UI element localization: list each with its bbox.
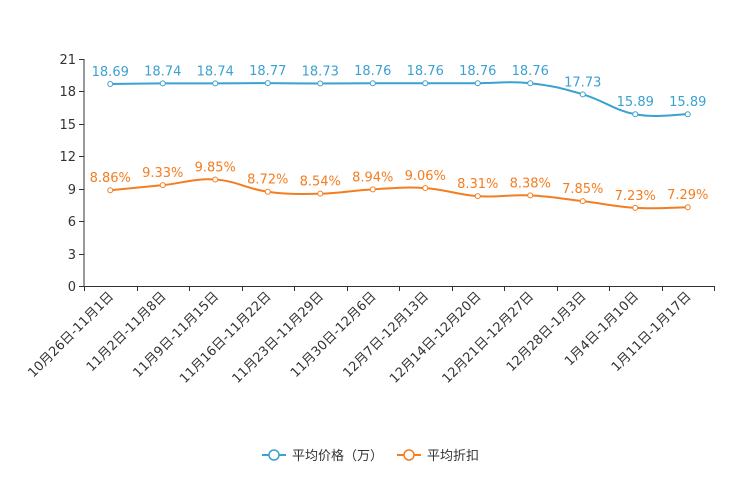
data-label: 18.76 bbox=[512, 64, 549, 79]
data-point bbox=[212, 80, 219, 87]
data-point bbox=[422, 80, 429, 87]
data-label: 18.69 bbox=[92, 65, 129, 80]
legend: 平均价格（万） 平均折扣 bbox=[262, 448, 479, 464]
data-point bbox=[422, 185, 429, 192]
data-label: 18.76 bbox=[354, 64, 391, 79]
data-label: 7.85% bbox=[562, 182, 603, 197]
data-point bbox=[579, 198, 586, 205]
y-tick-label: 0 bbox=[68, 280, 76, 295]
data-point bbox=[317, 190, 324, 197]
data-label: 8.38% bbox=[510, 176, 551, 191]
data-label: 7.29% bbox=[667, 188, 708, 203]
x-tick-label: 12月14日-12月20日 bbox=[387, 289, 484, 386]
x-tick-label: 11月23日-11月29日 bbox=[230, 289, 327, 386]
data-label: 8.94% bbox=[352, 170, 393, 185]
data-label: 8.86% bbox=[90, 171, 131, 186]
data-label: 7.23% bbox=[615, 189, 656, 204]
x-tick-label: 10月26日-11月1日 bbox=[25, 289, 117, 381]
data-label: 8.31% bbox=[457, 177, 498, 192]
data-point bbox=[107, 80, 114, 87]
data-label: 9.85% bbox=[195, 161, 236, 176]
legend-marker-0 bbox=[268, 449, 280, 461]
data-point bbox=[579, 91, 586, 98]
data-point bbox=[264, 188, 271, 195]
data-point bbox=[684, 204, 691, 211]
data-point bbox=[684, 111, 691, 118]
data-point bbox=[212, 176, 219, 183]
data-point bbox=[264, 80, 271, 87]
data-label: 15.89 bbox=[669, 95, 706, 110]
data-label: 18.76 bbox=[459, 64, 496, 79]
data-label: 15.89 bbox=[617, 95, 654, 110]
series-line-1 bbox=[110, 178, 688, 210]
data-point bbox=[474, 193, 481, 200]
data-point bbox=[527, 192, 534, 199]
x-tick-label: 12月21日-12月27日 bbox=[440, 289, 537, 386]
data-point bbox=[474, 80, 481, 87]
data-label: 18.74 bbox=[197, 64, 234, 79]
data-point bbox=[369, 186, 376, 193]
data-point bbox=[632, 204, 639, 211]
data-point bbox=[632, 111, 639, 118]
y-tick-label: 6 bbox=[68, 215, 76, 230]
y-tick-label: 3 bbox=[68, 248, 76, 263]
data-point bbox=[159, 182, 166, 189]
data-label: 18.74 bbox=[144, 64, 181, 79]
y-tick-label: 18 bbox=[59, 85, 76, 100]
data-point bbox=[369, 80, 376, 87]
data-label: 9.33% bbox=[142, 166, 183, 181]
data-label: 8.54% bbox=[300, 175, 341, 190]
legend-marker-1 bbox=[403, 449, 415, 461]
data-point bbox=[107, 187, 114, 194]
y-tick-label: 12 bbox=[59, 150, 76, 165]
x-tick-label: 11月16日-11月22日 bbox=[177, 289, 274, 386]
series-line-0 bbox=[110, 81, 688, 117]
data-label: 17.73 bbox=[564, 75, 601, 90]
axes: 03691215182110月26日-11月1日11月2日-11月8日11月9日… bbox=[25, 53, 715, 387]
data-label: 9.06% bbox=[405, 169, 446, 184]
legend-label-0: 平均价格（万） bbox=[292, 448, 383, 464]
data-labels: 18.69 18.74 18.74 18.77 18.73 18.76 18.76 18.76… bbox=[90, 64, 709, 204]
data-label: 18.76 bbox=[407, 64, 444, 79]
data-point bbox=[159, 80, 166, 87]
data-point bbox=[527, 80, 534, 87]
y-tick-label: 15 bbox=[59, 118, 76, 133]
data-point bbox=[317, 80, 324, 87]
y-tick-label: 9 bbox=[68, 183, 76, 198]
legend-label-1: 平均折扣 bbox=[427, 449, 479, 464]
data-label: 18.73 bbox=[302, 65, 339, 80]
y-tick-label: 21 bbox=[59, 53, 76, 68]
data-label: 18.77 bbox=[249, 64, 286, 79]
series bbox=[107, 80, 691, 211]
data-label: 8.72% bbox=[247, 173, 288, 188]
